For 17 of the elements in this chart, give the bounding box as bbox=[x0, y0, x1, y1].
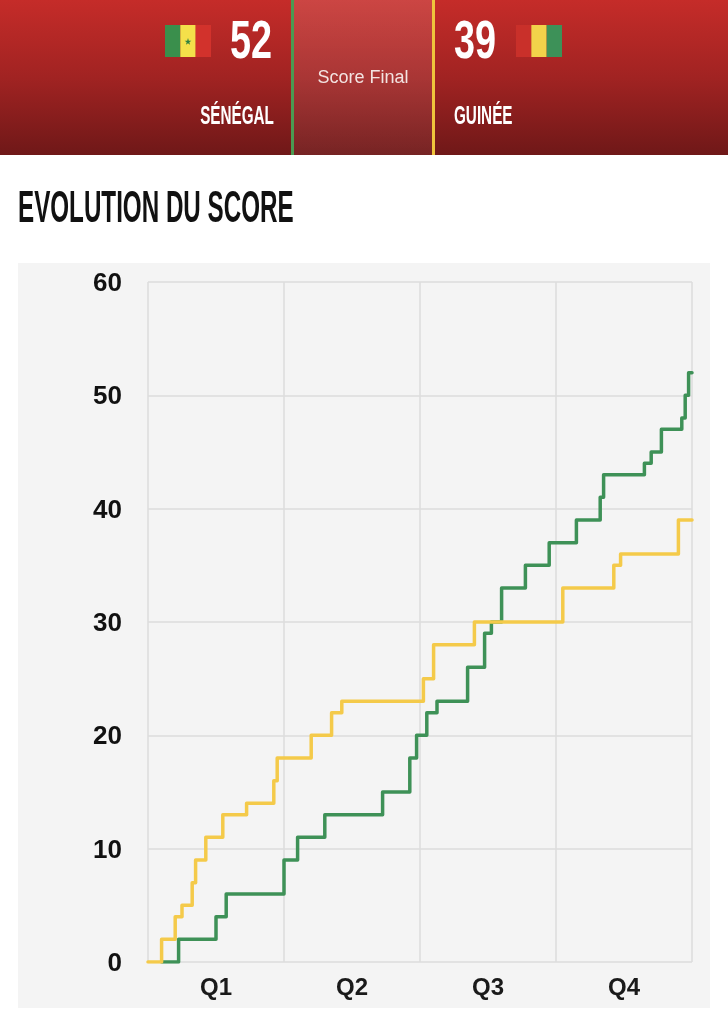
y-tick-label: 10 bbox=[93, 833, 122, 864]
y-tick-label: 50 bbox=[93, 380, 122, 411]
y-tick-label: 20 bbox=[93, 720, 122, 751]
text: SÉNÉGAL bbox=[200, 101, 274, 129]
y-tick-label: 40 bbox=[93, 493, 122, 524]
x-tick-label: Q2 bbox=[335, 972, 369, 1000]
x-tick-label: Q4 bbox=[607, 972, 641, 1000]
text: 52 bbox=[229, 9, 272, 69]
y-tick-label: 0 bbox=[107, 947, 122, 977]
text: GUINÉE bbox=[454, 101, 513, 129]
x-tick-label: Q1 bbox=[199, 972, 233, 1000]
text: Score Final bbox=[317, 67, 409, 87]
y-tick-label: 60 bbox=[93, 267, 122, 297]
x-tick-label: Q3 bbox=[471, 972, 505, 1000]
y-tick-label: 30 bbox=[93, 607, 122, 637]
text: 39 bbox=[454, 9, 497, 69]
chart-title: EVOLUTION DU SCORE bbox=[18, 182, 294, 231]
